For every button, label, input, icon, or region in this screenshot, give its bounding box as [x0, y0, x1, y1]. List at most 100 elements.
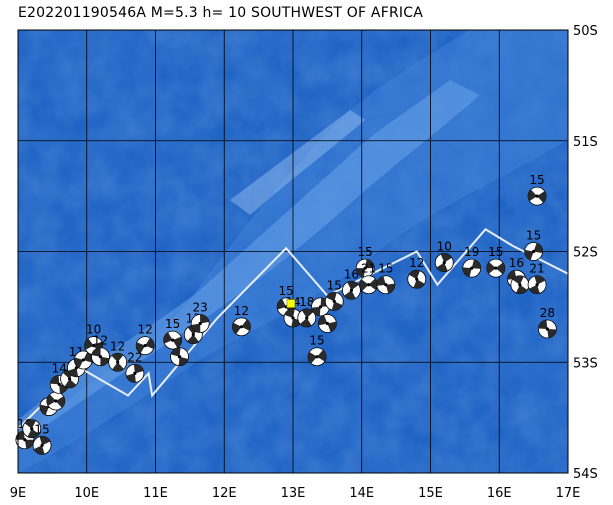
longitude-tick-label: 12E: [212, 486, 237, 501]
beachball-center-dot: [315, 355, 319, 359]
focal-mechanism-event[interactable]: [317, 314, 337, 333]
focal-mechanism-event[interactable]: 22: [125, 350, 145, 383]
beachball-compression-quadrant: [111, 353, 124, 372]
beachball-compression-quadrant: [91, 347, 110, 366]
focal-mechanism-event[interactable]: 15: [376, 262, 396, 295]
event-depth-label: 15: [309, 334, 324, 348]
beachball-compression-quadrant: [50, 375, 69, 394]
beachball-center-dot: [518, 283, 522, 287]
focal-mechanism-event[interactable]: 15: [307, 334, 327, 367]
map-frame: [17, 29, 569, 474]
event-depth-label: 12: [110, 339, 125, 353]
beachball-center-dot: [30, 427, 34, 431]
focal-mechanism-event[interactable]: 28: [537, 306, 557, 339]
event-depth-label: 16: [344, 267, 359, 281]
beachball-center-dot: [191, 332, 195, 337]
beachball-center-dot: [535, 283, 539, 287]
event-depth-label: 10: [86, 323, 101, 337]
event-depth-label: 15: [278, 284, 293, 298]
longitude-tick-label: 17E: [556, 486, 581, 501]
event-depth-label: 15: [358, 245, 373, 259]
map-title: E202201190546A M=5.3 h= 10 SOUTHWEST OF …: [18, 5, 423, 21]
latitude-tick-label: 53S: [573, 356, 598, 371]
focal-mechanism-event[interactable]: 15: [524, 229, 544, 261]
focal-mechanism-event[interactable]: 15: [355, 245, 375, 278]
beachball-center-dot: [363, 266, 367, 270]
event-depth-label: 15: [327, 278, 342, 292]
beachball-compression-quadrant: [33, 436, 51, 455]
beachball-center-dot: [143, 344, 147, 348]
beachball-center-dot: [98, 355, 103, 359]
beachball-center-dot: [40, 443, 44, 447]
beachball-center-dot: [367, 283, 371, 287]
focal-mechanism-event[interactable]: 12: [407, 256, 427, 289]
beachball-compression-quadrant: [15, 430, 34, 449]
event-depth-label: 21: [529, 262, 544, 276]
beachball-compression-quadrant: [300, 308, 314, 327]
event-depth-label: 19: [464, 245, 479, 259]
event-depth-label: 28: [540, 306, 555, 320]
event-depth-label: 23: [193, 300, 208, 314]
longitude-tick-label: 9E: [10, 486, 27, 501]
beachball-center-dot: [54, 399, 58, 403]
focal-mechanism-event[interactable]: [73, 350, 93, 370]
focal-mechanism-event[interactable]: 14: [49, 361, 69, 394]
focal-mechanism-event[interactable]: [22, 419, 42, 439]
focal-mechanism-event[interactable]: 18: [297, 295, 317, 328]
focal-mechanism-event[interactable]: 16: [342, 267, 361, 300]
focal-mechanism-event[interactable]: [46, 391, 66, 411]
beachball-center-dot: [325, 321, 329, 326]
event-depth-label: 12: [409, 256, 424, 270]
plate-boundary-layer: [18, 228, 568, 430]
focal-mechanism-event[interactable]: 15: [163, 317, 183, 350]
beachball-center-dot: [332, 299, 336, 303]
focal-mechanism-event[interactable]: 10: [434, 240, 454, 272]
beachball-center-dot: [532, 249, 536, 254]
focal-mechanism-event[interactable]: 21: [527, 262, 547, 295]
longitude-tick-label: 14E: [349, 486, 374, 501]
beachball-center-dot: [67, 377, 72, 381]
ridge-crest-core: [230, 110, 365, 215]
focal-mechanism-event[interactable]: 12: [135, 323, 155, 356]
beachball-center-dot: [133, 371, 137, 375]
beachball-compression-quadrant: [191, 314, 210, 333]
focal-mechanism-event[interactable]: 12: [232, 304, 251, 337]
longitude-tick-label: 15E: [418, 486, 443, 501]
beachball-center-dot: [81, 358, 85, 362]
beachball-center-dot: [470, 266, 474, 270]
beachball-center-dot: [305, 316, 309, 320]
beachball-center-dot: [415, 277, 419, 281]
beachball-compression-quadrant: [24, 419, 39, 438]
longitude-tick-label: 10E: [74, 486, 99, 501]
beachball-center-dot: [116, 360, 120, 364]
focal-mechanism-event[interactable]: [510, 275, 530, 295]
event-depth-label: 14: [52, 361, 67, 375]
focal-mechanism-event[interactable]: 15: [486, 245, 506, 278]
beachball-center-dot: [318, 305, 323, 309]
longitude-ticks: 9E 10E 11E 12E 13E 14E 15E 16E 17E: [10, 486, 581, 501]
focal-mechanism-event[interactable]: 15: [32, 422, 52, 455]
event-depth-label: 15: [378, 262, 393, 276]
beachball-compression-quadrant: [62, 369, 77, 388]
latitude-tick-label: 50S: [573, 24, 598, 39]
epicenter-marker[interactable]: [286, 299, 296, 308]
beachball-center-dot: [198, 321, 202, 326]
event-depth-label: 22: [127, 350, 142, 364]
focal-mechanism-event[interactable]: 23: [190, 300, 210, 333]
beachball-center-dot: [384, 283, 388, 287]
event-depth-label: 15: [488, 245, 503, 259]
focal-mechanism-event[interactable]: 12: [91, 334, 110, 367]
beachball-compression-quadrant: [376, 276, 395, 294]
event-depth-label: 10: [437, 240, 452, 254]
focal-mechanism-event[interactable]: 19: [462, 245, 482, 278]
focal-mechanism-event[interactable]: 15: [527, 173, 547, 206]
event-depth-label: 12: [234, 304, 249, 318]
beachball-center-dot: [349, 288, 354, 292]
epicenter-layer: [286, 299, 296, 308]
focal-mechanism-event[interactable]: [170, 347, 189, 367]
focal-mechanism-event[interactable]: 12: [108, 339, 128, 372]
focal-mechanism-event[interactable]: 15: [324, 278, 344, 311]
event-depth-label: 12: [138, 323, 153, 337]
event-depth-label: 15: [165, 317, 180, 331]
